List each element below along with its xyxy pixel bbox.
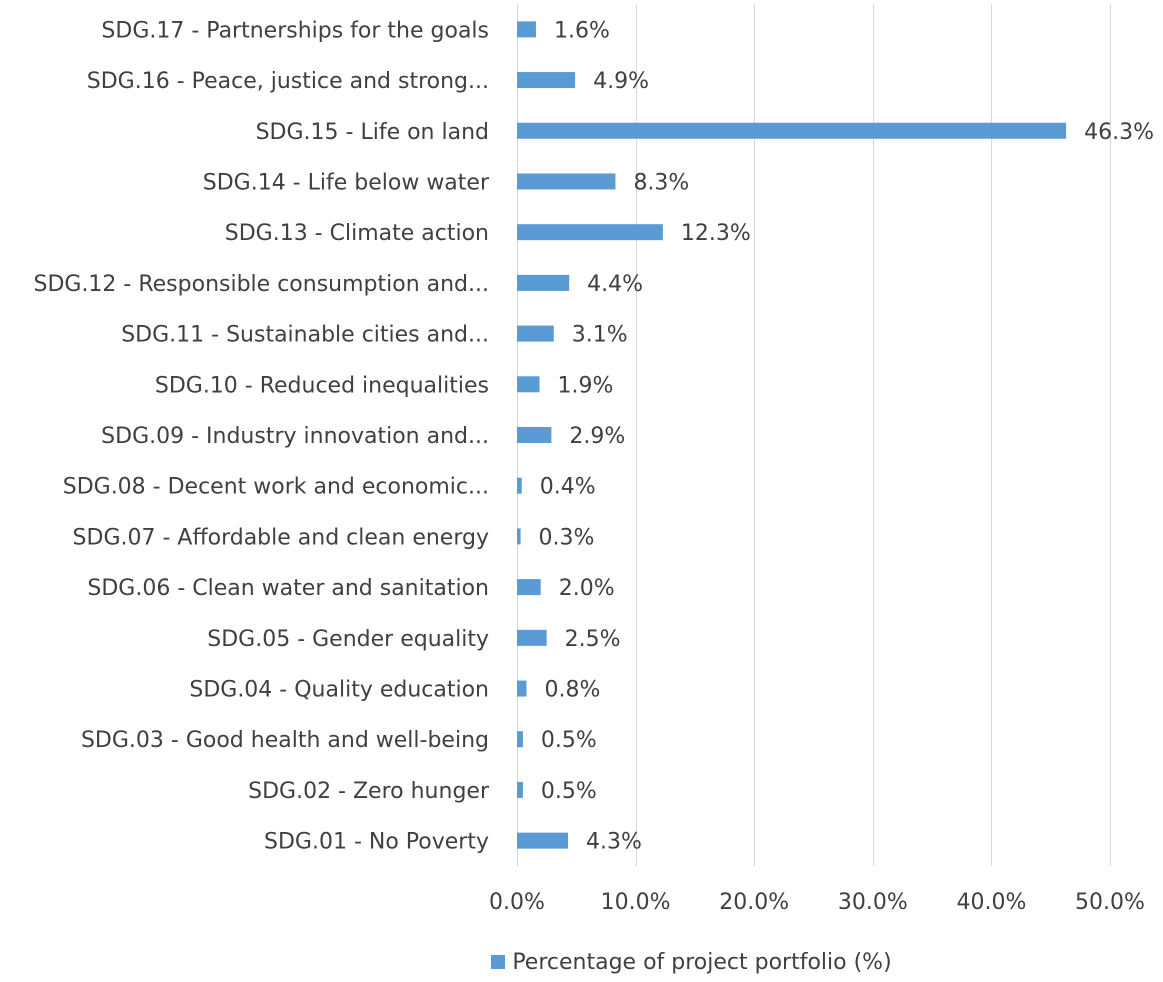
bar bbox=[517, 173, 616, 190]
category-label: SDG.13 - Climate action bbox=[225, 221, 489, 246]
x-tick-label: 0.0% bbox=[489, 890, 545, 915]
data-label: 8.3% bbox=[633, 170, 689, 195]
x-tick-label: 40.0% bbox=[956, 890, 1026, 915]
bar bbox=[517, 325, 554, 342]
data-label: 4.4% bbox=[587, 272, 643, 297]
category-label: SDG.14 - Life below water bbox=[203, 170, 490, 195]
category-label: SDG.05 - Gender equality bbox=[207, 627, 489, 652]
bar bbox=[517, 528, 521, 545]
category-label: SDG.16 - Peace, justice and strong... bbox=[87, 69, 489, 94]
data-label: 12.3% bbox=[681, 221, 751, 246]
x-tick-label: 30.0% bbox=[838, 890, 908, 915]
data-label: 46.3% bbox=[1084, 120, 1154, 145]
bar bbox=[517, 832, 568, 849]
category-label: SDG.06 - Clean water and sanitation bbox=[87, 576, 489, 601]
category-label: SDG.08 - Decent work and economic... bbox=[63, 475, 489, 500]
category-label: SDG.15 - Life on land bbox=[256, 120, 489, 145]
data-label: 3.1% bbox=[572, 323, 628, 348]
data-label: 0.4% bbox=[540, 475, 596, 500]
legend-label: Percentage of project portfolio (%) bbox=[512, 949, 892, 975]
category-label: SDG.09 - Industry innovation and... bbox=[101, 424, 489, 449]
category-label: SDG.03 - Good health and well-being bbox=[81, 728, 489, 753]
category-label: SDG.12 - Responsible consumption and... bbox=[33, 272, 489, 297]
bar bbox=[517, 680, 527, 697]
category-label: SDG.04 - Quality education bbox=[189, 678, 489, 703]
bar bbox=[517, 274, 570, 291]
bar bbox=[517, 579, 541, 596]
data-label: 0.5% bbox=[541, 728, 597, 753]
data-label: 1.6% bbox=[554, 18, 610, 43]
legend-swatch bbox=[491, 955, 506, 969]
data-label: 0.3% bbox=[539, 525, 595, 550]
bar bbox=[517, 629, 547, 646]
data-label: 0.8% bbox=[544, 678, 600, 703]
bar bbox=[517, 122, 1067, 139]
bar bbox=[517, 72, 576, 89]
data-label: 4.3% bbox=[586, 830, 642, 855]
bar bbox=[517, 781, 523, 798]
data-label: 2.9% bbox=[569, 424, 625, 449]
category-label: SDG.07 - Affordable and clean energy bbox=[73, 525, 489, 550]
data-label: 4.9% bbox=[593, 69, 649, 94]
bar bbox=[517, 224, 663, 241]
category-label: SDG.11 - Sustainable cities and... bbox=[121, 323, 489, 348]
data-label: 2.5% bbox=[565, 627, 621, 652]
category-label: SDG.01 - No Poverty bbox=[264, 830, 489, 855]
bar bbox=[517, 21, 536, 38]
bar bbox=[517, 376, 540, 393]
bar bbox=[517, 477, 522, 494]
bar-chart: SDG.01 - No Poverty 4.3% SDG.02 - Zero hun… bbox=[33, 4, 1154, 915]
x-tick-label: 20.0% bbox=[719, 890, 789, 915]
data-label: 0.5% bbox=[541, 779, 597, 804]
category-label: SDG.17 - Partnerships for the goals bbox=[101, 18, 489, 43]
x-tick-label: 10.0% bbox=[601, 890, 671, 915]
bar bbox=[517, 427, 552, 443]
category-label: SDG.02 - Zero hunger bbox=[248, 779, 490, 804]
data-label: 2.0% bbox=[559, 576, 615, 601]
category-label: SDG.10 - Reduced inequalities bbox=[155, 373, 489, 398]
bar bbox=[517, 731, 523, 748]
x-tick-label: 50.0% bbox=[1075, 890, 1145, 915]
data-label: 1.9% bbox=[558, 373, 614, 398]
chart-legend: Percentage of project portfolio (%) bbox=[0, 946, 1163, 978]
